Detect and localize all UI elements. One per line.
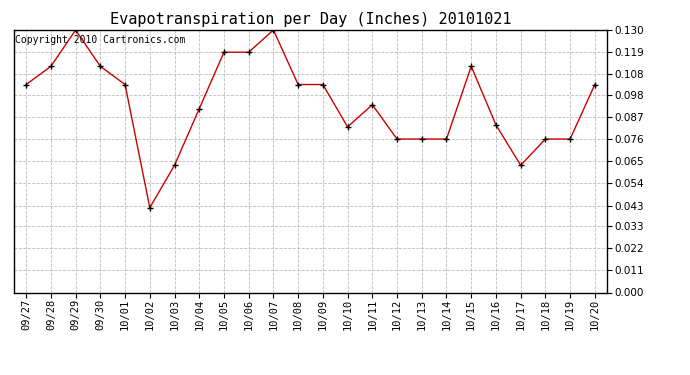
Title: Evapotranspiration per Day (Inches) 20101021: Evapotranspiration per Day (Inches) 2010… <box>110 12 511 27</box>
Text: Copyright 2010 Cartronics.com: Copyright 2010 Cartronics.com <box>15 35 186 45</box>
